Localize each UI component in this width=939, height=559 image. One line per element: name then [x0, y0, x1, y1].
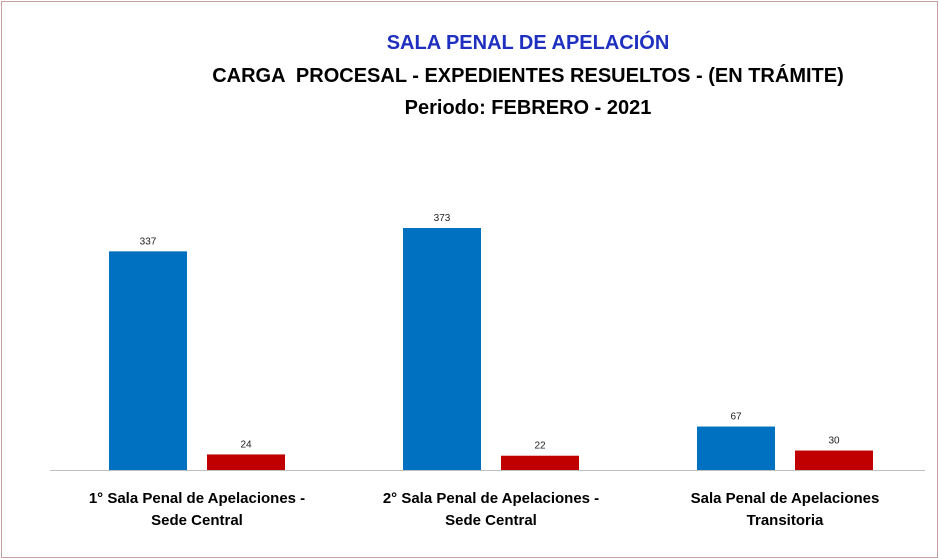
x-tick-label: 2° Sala Penal de Apelaciones -: [383, 490, 599, 507]
x-tick-label: Sede Central: [151, 512, 243, 529]
value-label: 373: [434, 213, 451, 224]
x-tick-label: Sede Central: [445, 512, 537, 529]
chart-subtitle: CARGA PROCESAL - EXPEDIENTES RESUELTOS -…: [212, 64, 844, 87]
chart-subtitle: Periodo: FEBRERO - 2021: [405, 97, 652, 119]
value-label: 337: [140, 236, 157, 247]
bar: [795, 450, 873, 470]
bar: [207, 454, 285, 470]
bar: [109, 251, 187, 470]
value-label: 24: [240, 439, 252, 450]
value-label: 22: [534, 441, 546, 452]
value-label: 67: [730, 412, 742, 423]
chart-title: SALA PENAL DE APELACIÓN: [387, 30, 670, 54]
x-tick-label: Transitoria: [747, 512, 824, 529]
x-tick-label: Sala Penal de Apelaciones: [691, 490, 880, 507]
bar: [501, 455, 579, 470]
bar: [697, 426, 775, 470]
bar: [403, 228, 481, 470]
value-label: 30: [828, 436, 840, 447]
x-tick-label: 1° Sala Penal de Apelaciones -: [89, 490, 305, 507]
